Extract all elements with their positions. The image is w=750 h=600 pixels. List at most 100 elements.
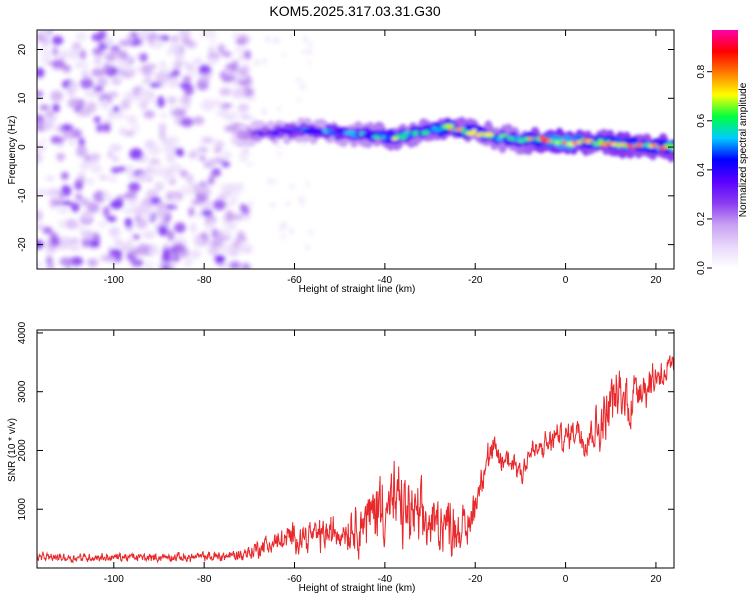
noise-blob	[145, 209, 152, 221]
noise-blob	[174, 48, 185, 61]
noise-blob	[49, 199, 62, 205]
noise-blob	[228, 261, 241, 269]
noise-blob	[46, 263, 55, 269]
ridge-core	[369, 131, 378, 137]
noise-blob	[237, 79, 251, 86]
noise-blob	[117, 166, 127, 172]
noise-blob	[45, 175, 55, 182]
noise-blob	[178, 30, 191, 38]
noise-blob	[109, 199, 124, 210]
noise-blob	[124, 238, 135, 251]
noise-blob	[112, 105, 120, 113]
noise-blob	[207, 177, 215, 185]
noise-blob	[135, 65, 143, 73]
noise-blob	[239, 203, 247, 212]
noise-blob	[61, 200, 73, 206]
noise-blob	[96, 77, 108, 87]
noise-blob	[116, 58, 127, 69]
noise-blob	[188, 181, 195, 193]
noise-blob	[185, 173, 194, 184]
noise-blob	[175, 150, 185, 157]
noise-blob	[207, 246, 219, 255]
snr-frame	[36, 329, 675, 569]
noise-blob	[76, 109, 91, 117]
noise-blob	[162, 264, 171, 269]
noise-blob	[212, 199, 227, 211]
noise-blob	[42, 226, 53, 235]
noise-blob	[239, 243, 251, 254]
snr-y-tick-label: 4000	[17, 321, 28, 344]
noise-blob	[85, 178, 95, 186]
colorbar: 0.0 0.2 0.4 0.6 0.8 Normalized spectral ampl…	[696, 30, 749, 275]
noise-blob	[128, 181, 141, 193]
noise-blob	[161, 253, 173, 263]
noise-blob	[50, 236, 61, 248]
colorbar-tick-label: 0.6	[696, 113, 707, 127]
ridge-mid	[673, 148, 674, 153]
noise-blob	[304, 245, 310, 250]
noise-blob	[185, 40, 197, 49]
chart-title: KOM5.2025.317.03.31.G30	[269, 3, 440, 19]
ridge-core	[307, 128, 317, 132]
noise-blob	[154, 208, 168, 220]
noise-blob	[79, 198, 91, 207]
noise-blob	[120, 99, 131, 110]
noise-blob	[301, 141, 307, 146]
spectrogram-x-ticks: -100 -80 -60 -40 -20 0 20	[104, 30, 662, 286]
ridge-core	[427, 129, 435, 133]
noise-blob	[246, 162, 254, 167]
spectrogram-x-tick-label: 0	[563, 275, 569, 286]
noise-blob	[174, 222, 186, 234]
noise-blob	[190, 249, 202, 259]
noise-blob	[276, 107, 282, 112]
noise-blob	[276, 142, 281, 149]
noise-blob	[213, 147, 222, 153]
noise-blob	[216, 140, 225, 149]
noise-blob	[41, 119, 54, 131]
noise-blob	[99, 98, 111, 111]
ridge-core	[460, 127, 467, 131]
noise-blob	[59, 236, 73, 249]
noise-blob	[145, 63, 158, 69]
noise-blob	[37, 67, 45, 78]
snr-x-ticks: -100 -80 -60 -40 -20 0 20	[104, 330, 662, 585]
noise-blob	[82, 60, 89, 72]
noise-blob	[262, 58, 267, 65]
noise-blob	[93, 86, 104, 92]
noise-blob	[199, 155, 206, 162]
noise-blob	[208, 46, 216, 55]
noise-blob	[89, 152, 101, 162]
noise-blob	[57, 152, 64, 162]
noise-blob	[198, 64, 212, 75]
noise-blob	[280, 235, 287, 240]
noise-blob	[97, 221, 108, 228]
spectrogram-y-tick-label: 20	[17, 44, 28, 56]
noise-blob	[51, 59, 66, 69]
noise-blob	[60, 171, 69, 180]
noise-blob	[154, 181, 165, 191]
noise-blob	[152, 38, 165, 50]
noise-blob	[141, 67, 154, 76]
noise-blob	[207, 220, 215, 231]
ridge-core	[387, 134, 396, 138]
noise-blob	[37, 209, 43, 222]
noise-blob	[189, 222, 197, 234]
noise-blob	[134, 216, 141, 222]
noise-blob	[106, 151, 114, 159]
colorbar-bar	[712, 30, 738, 268]
noise-blob	[254, 59, 260, 66]
noise-blob	[47, 188, 62, 197]
noise-blob	[41, 30, 49, 39]
noise-blob	[182, 75, 192, 85]
noise-blob	[286, 199, 290, 207]
noise-blob	[307, 60, 311, 65]
noise-blob	[307, 230, 315, 235]
noise-blob	[227, 221, 238, 231]
noise-blob	[170, 254, 180, 263]
snr-x-tick-label: -40	[378, 574, 393, 585]
noise-blob	[105, 52, 117, 62]
noise-blob	[114, 113, 127, 120]
colorbar-tick-label: 0.2	[696, 212, 707, 226]
noise-blob	[98, 174, 109, 181]
noise-blob	[130, 122, 140, 134]
